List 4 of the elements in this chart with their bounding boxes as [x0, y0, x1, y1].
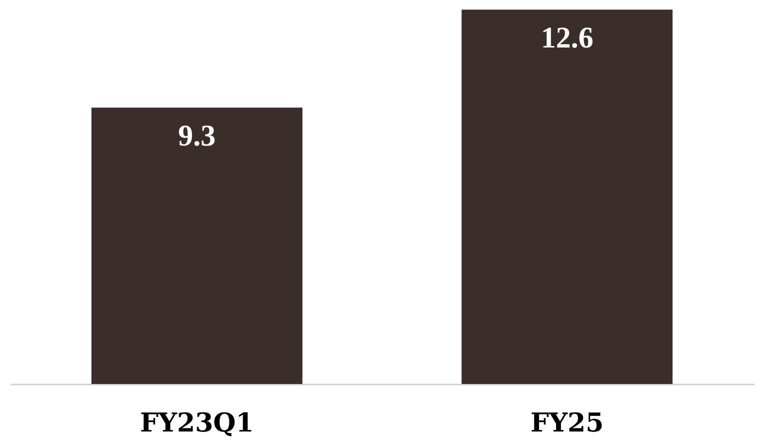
data-label: 12.6: [540, 22, 594, 55]
x-tick-label: FY23Q1: [140, 408, 254, 438]
x-tick-label: FY25: [530, 408, 604, 438]
data-label: 9.3: [178, 120, 216, 153]
